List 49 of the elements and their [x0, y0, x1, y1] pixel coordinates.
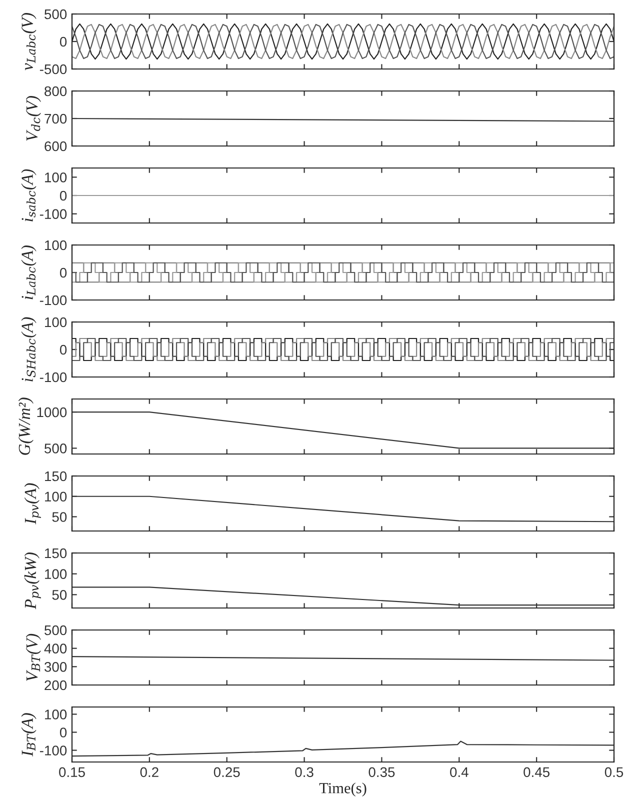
y-tick-label: 100: [45, 569, 67, 580]
y-tick-label: -100: [40, 209, 67, 220]
y-tick-label: 700: [44, 114, 67, 124]
y-tick-label: 0: [60, 268, 67, 278]
y-axis-title: V$_{dc}$(V): [26, 96, 41, 141]
y-axis-title: I$_{pv}$(A): [24, 483, 41, 524]
y-tick-label: 0: [60, 36, 67, 47]
y-tick-label: -100: [40, 295, 67, 306]
y-tick-label: -100: [40, 372, 67, 382]
y-tick-label: 600: [44, 141, 67, 152]
y-axis-title: i$_{Labc}$(A): [21, 245, 36, 300]
y-tick-label: 500: [44, 625, 67, 636]
y-tick-label: 500: [44, 9, 67, 20]
x-axis-title: Time(s): [319, 782, 366, 796]
y-axis-title: V$_{BT}$(V): [26, 634, 41, 681]
y-tick-label: 500: [44, 444, 67, 454]
y-tick-label: 0: [60, 728, 67, 738]
y-tick-label: 400: [44, 644, 67, 654]
x-tick-label: 0.3: [295, 767, 314, 778]
y-tick-label: 0: [60, 190, 67, 201]
x-tick-label: 0.25: [214, 767, 240, 778]
y-tick-label: 800: [44, 86, 67, 96]
y-tick-label: -500: [40, 64, 67, 74]
y-tick-label: 0: [60, 344, 67, 355]
y-tick-label: 100: [45, 317, 67, 328]
y-tick-label: 100: [45, 172, 67, 182]
y-tick-label: 1000: [37, 407, 67, 418]
y-tick-label: 100: [45, 240, 67, 250]
y-axis-title: i$_{sabc}$(A): [21, 169, 36, 222]
x-tick-label: 0.5: [604, 767, 624, 778]
y-axis-title: i$_{SHabc}$(A): [21, 317, 36, 382]
y-tick-label: 200: [44, 680, 67, 690]
y-tick-label: 150: [45, 548, 67, 558]
y-tick-label: 150: [45, 471, 67, 482]
y-tick-label: 100: [45, 710, 67, 720]
y-axis-title: G(W/m²): [18, 398, 34, 455]
y-tick-label: 50: [52, 590, 67, 600]
y-axis-title: I$_{BT}$(A): [21, 713, 36, 756]
y-tick-label: 300: [44, 662, 67, 672]
x-tick-label: 0.15: [59, 767, 85, 778]
y-tick-label: 50: [52, 512, 67, 522]
y-tick-label: 100: [45, 492, 67, 502]
y-tick-label: -100: [40, 746, 67, 756]
y-axis-title: v$_{Labc}$(V): [21, 13, 36, 70]
y-axis-title: P$_{pv}$(kW): [24, 552, 41, 610]
x-tick-label: 0.4: [450, 767, 468, 778]
x-tick-label: 0.2: [140, 767, 158, 778]
x-tick-label: 0.45: [524, 767, 550, 778]
x-tick-label: 0.35: [368, 767, 395, 778]
